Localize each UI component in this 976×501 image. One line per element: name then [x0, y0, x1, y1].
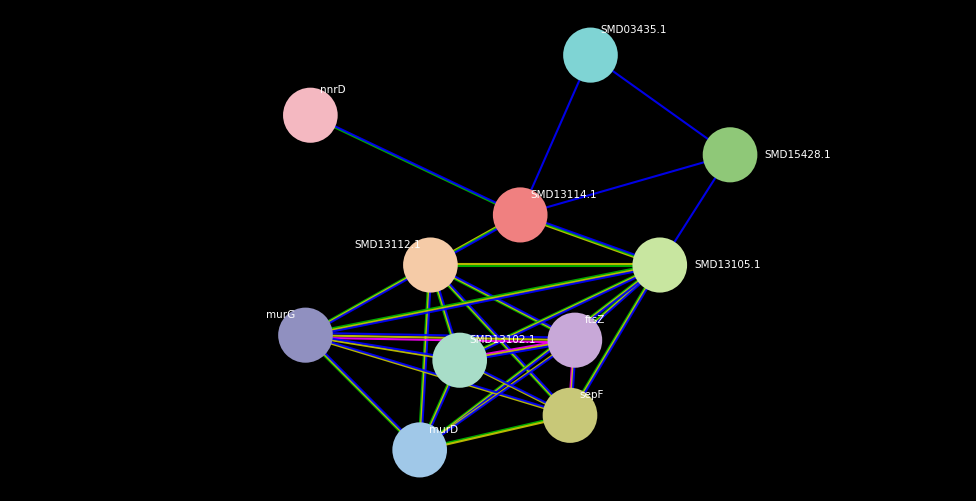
Ellipse shape [703, 127, 757, 182]
Text: nnrD: nnrD [320, 85, 346, 95]
Ellipse shape [278, 308, 333, 363]
Text: ftsZ: ftsZ [585, 315, 605, 325]
Text: SMD03435.1: SMD03435.1 [600, 25, 667, 35]
Ellipse shape [432, 333, 487, 388]
Ellipse shape [283, 88, 338, 143]
Ellipse shape [543, 388, 597, 443]
Ellipse shape [392, 422, 447, 477]
Text: SMD13112.1: SMD13112.1 [354, 240, 421, 250]
Text: murG: murG [266, 310, 296, 320]
Ellipse shape [403, 237, 458, 293]
Text: SMD13105.1: SMD13105.1 [694, 260, 760, 270]
Text: SMD13102.1: SMD13102.1 [469, 335, 536, 345]
Text: SMD13114.1: SMD13114.1 [530, 190, 596, 200]
Text: sepF: sepF [580, 390, 604, 400]
Ellipse shape [493, 187, 548, 242]
Text: SMD15428.1: SMD15428.1 [764, 150, 831, 160]
Ellipse shape [632, 237, 687, 293]
Text: murD: murD [429, 425, 459, 435]
Ellipse shape [563, 28, 618, 83]
Ellipse shape [548, 313, 602, 368]
